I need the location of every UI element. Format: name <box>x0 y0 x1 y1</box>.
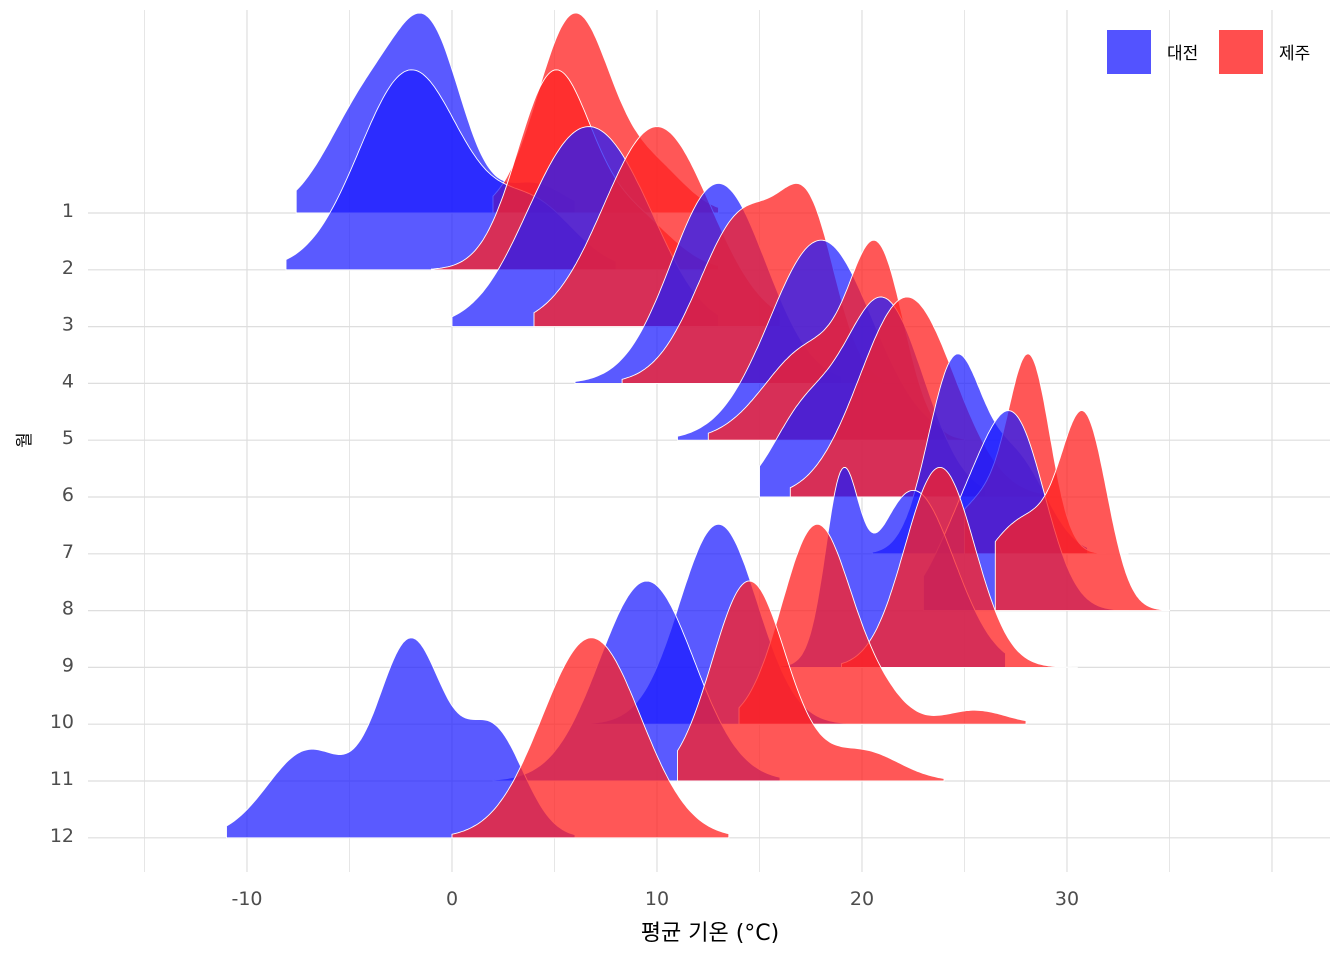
y-tick-label: 11 <box>50 768 74 790</box>
x-tick-label: 10 <box>645 888 669 910</box>
x-tick-label: 0 <box>446 888 458 910</box>
legend-key-series-0 <box>1107 30 1151 74</box>
y-tick-label: 2 <box>62 257 74 279</box>
legend: 대전 제주 <box>1107 30 1310 74</box>
x-axis-title: 평균 기온 (°C) <box>641 921 779 946</box>
x-tick-label: 30 <box>1055 888 1079 910</box>
ridge-jeju-month-9 <box>841 466 1078 668</box>
y-tick-label: 3 <box>62 314 74 336</box>
legend-key-series-1 <box>1219 30 1263 74</box>
x-tick-label: 20 <box>850 888 874 910</box>
y-tick-label: 5 <box>62 427 74 449</box>
y-tick-label: 9 <box>62 654 74 676</box>
y-tick-label: 1 <box>62 200 74 222</box>
y-axis-title: 월 <box>15 432 35 448</box>
ridge-jeju-month-11 <box>677 580 945 782</box>
y-tick-label: 12 <box>50 825 74 847</box>
ridge-jeju-month-10 <box>738 523 1027 725</box>
ridge-jeju-month-12 <box>451 637 730 839</box>
legend-label-series-0: 대전 <box>1167 44 1198 64</box>
y-tick-label: 10 <box>50 711 74 733</box>
x-tick-label: -10 <box>231 888 262 910</box>
legend-label-series-1: 제주 <box>1279 44 1310 64</box>
x-axis-tick-labels: -10 0 10 20 30 <box>231 888 1079 910</box>
y-tick-label: 8 <box>62 598 74 620</box>
y-tick-label: 6 <box>62 484 74 506</box>
ridges <box>226 12 1170 839</box>
y-tick-label: 7 <box>62 541 74 563</box>
y-tick-label: 4 <box>62 370 74 392</box>
ridge-jeju-month-8 <box>994 410 1170 612</box>
